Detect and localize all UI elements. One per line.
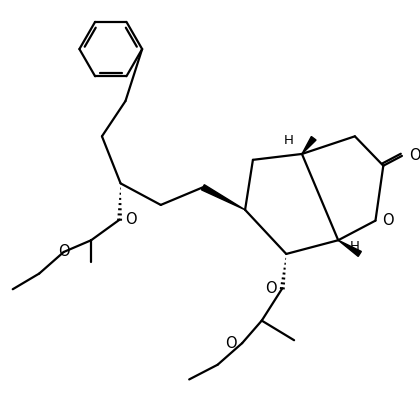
Text: O: O	[409, 148, 420, 163]
Text: H: H	[350, 240, 360, 253]
Text: H: H	[284, 134, 294, 147]
Text: O: O	[265, 281, 276, 296]
Text: O: O	[126, 212, 137, 227]
Polygon shape	[202, 185, 245, 210]
Polygon shape	[302, 137, 316, 154]
Text: O: O	[58, 245, 70, 260]
Polygon shape	[338, 240, 361, 256]
Text: O: O	[225, 336, 236, 351]
Text: O: O	[382, 213, 394, 228]
